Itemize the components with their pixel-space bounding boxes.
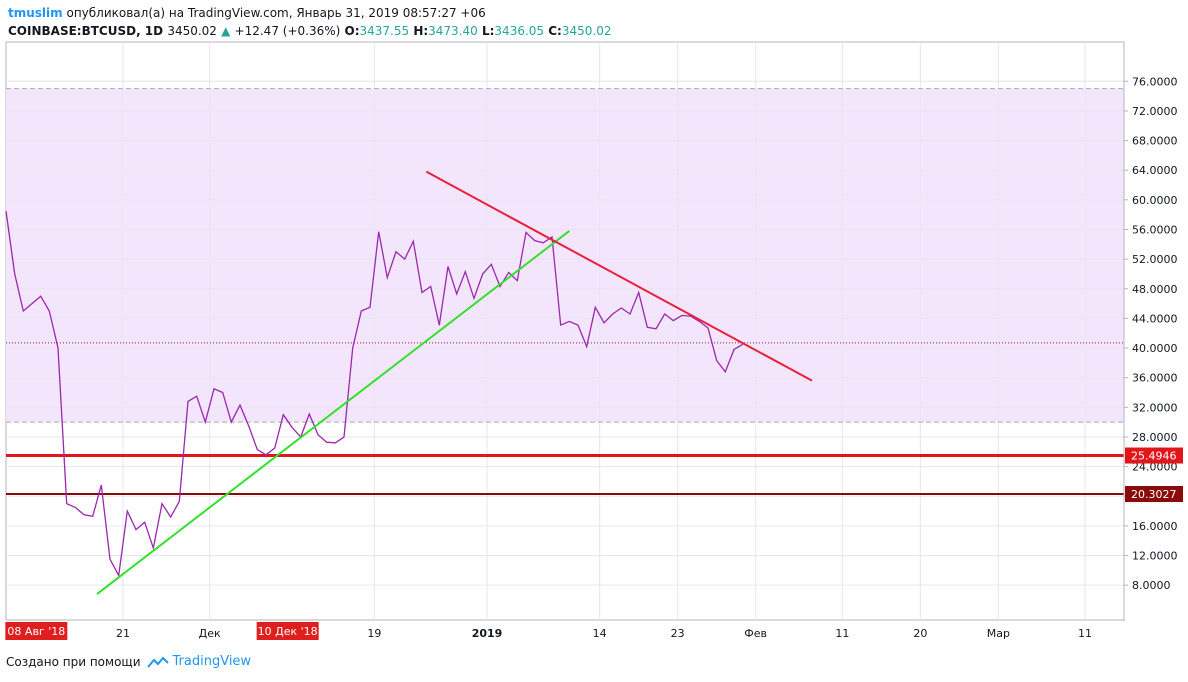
brand-name[interactable]: TradingView [172,654,252,669]
y-tick-label: 72.0000 [1132,105,1178,118]
publish-line: tmuslim опубликовал(а) на TradingView.co… [8,4,1180,22]
price-change: +12.47 (+0.36%) [234,24,341,38]
footer: Создано при помощи TradingView [6,654,251,669]
x-tick-label: 20 [913,627,927,640]
level-label-bg [1125,486,1183,503]
y-tick-label: 60.0000 [1132,194,1178,207]
y-tick-label: 24.0000 [1132,461,1178,474]
x-tick-label: 2019 [472,627,503,640]
symbol-label: COINBASE:BTCUSD, 1D [8,24,164,38]
low-label: L: [481,24,495,38]
red-trendline [425,170,813,382]
date-label-bg [256,622,319,640]
y-tick-label: 16.0000 [1132,520,1178,533]
close-label: C: [548,24,562,38]
y-tick-label: 8.0000 [1132,579,1171,592]
y-tick-label: 32.0000 [1132,401,1178,414]
open-value: 3437.55 [359,24,410,38]
y-tick-label: 76.0000 [1132,75,1178,88]
high-value: 3473.40 [428,24,478,38]
level-label: 20.3027 [1131,488,1177,501]
created-with-text: Создано при помощи [6,654,141,669]
x-tick-label: 14 [593,627,607,640]
price-series-line [5,210,744,578]
level-label: 25.4946 [1131,450,1177,463]
y-tick-label: 44.0000 [1132,312,1178,325]
x-tick-label: Мар [987,627,1010,640]
x-tick-label: 11 [1078,627,1092,640]
ohlc-line: COINBASE:BTCUSD, 1D 3450.02 ▲ +12.47 (+0… [8,22,1180,40]
y-tick-label: 56.0000 [1132,223,1178,236]
y-tick-label: 52.0000 [1132,253,1178,266]
y-tick-label: 36.0000 [1132,372,1178,385]
y-tick-label: 12.0000 [1132,550,1178,563]
chart-header: tmuslim опубликовал(а) на TradingView.co… [8,4,1180,40]
open-label: O: [344,24,360,38]
low-value: 3436.05 [494,24,545,38]
author-name[interactable]: tmuslim [8,6,63,20]
y-tick-label: 40.0000 [1132,342,1178,355]
published-text: опубликовал(а) на TradingView.com, Январ… [66,6,486,20]
x-tick-label: Дек [199,627,221,640]
up-arrow-icon: ▲ [221,24,231,38]
x-tick-label: 21 [116,627,130,640]
y-tick-label: 28.0000 [1132,431,1178,444]
y-tick-label: 48.0000 [1132,283,1178,296]
tradingview-cloud-icon [146,656,169,668]
x-tick-label: 23 [671,627,685,640]
date-label: 08 Авг '18 [7,625,65,638]
x-tick-label: 11 [835,627,849,640]
high-label: H: [413,24,429,38]
last-price: 3450.02 [167,24,217,38]
y-tick-label: 68.0000 [1132,135,1178,148]
date-label: 10 Дек '18 [258,625,318,638]
y-tick-label: 64.0000 [1132,164,1178,177]
date-label-bg [5,622,68,640]
x-tick-label: 19 [367,627,381,640]
x-tick-label: Фев [744,627,767,640]
range-zone [6,88,1124,423]
green-trendline [96,230,570,595]
level-label-bg [1125,447,1183,464]
close-value: 3450.02 [561,24,612,38]
